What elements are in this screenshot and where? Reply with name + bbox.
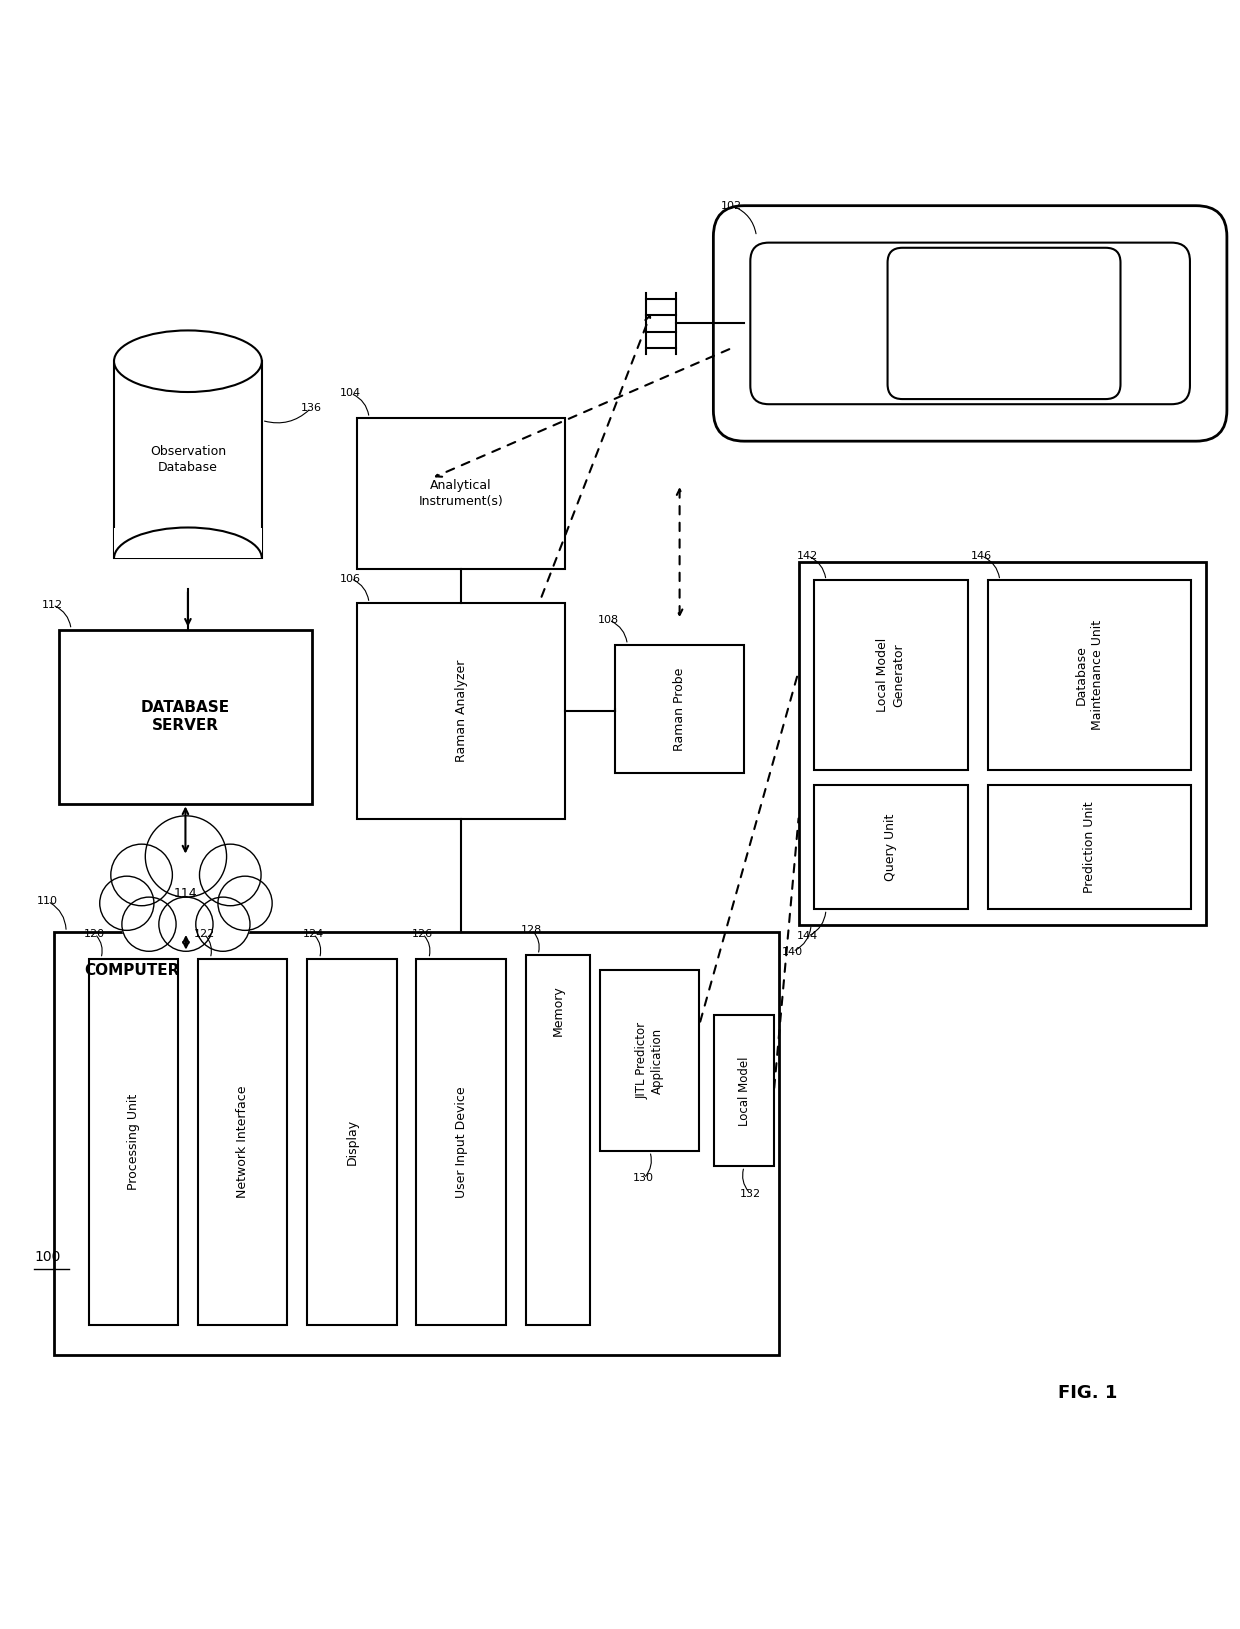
Bar [799,562,1207,925]
Text: 128: 128 [521,925,542,935]
Circle shape [99,876,154,930]
Bar [813,580,967,769]
Text: Analytical
Instrument(s): Analytical Instrument(s) [419,479,503,508]
Text: Raman Probe: Raman Probe [673,668,686,751]
FancyBboxPatch shape [888,248,1121,399]
Bar [88,958,179,1326]
Text: Local Model
Generator: Local Model Generator [877,639,905,712]
Circle shape [200,844,262,906]
Bar [714,1015,774,1166]
Bar [813,785,967,909]
Circle shape [218,876,272,930]
Text: Database
Maintenance Unit: Database Maintenance Unit [1075,621,1104,730]
Text: Prediction Unit: Prediction Unit [1083,801,1096,893]
Bar [526,955,590,1326]
Text: COMPUTER: COMPUTER [84,963,180,977]
Text: 102: 102 [722,200,743,210]
Circle shape [159,898,213,951]
Text: 136: 136 [300,402,321,414]
Text: 144: 144 [797,932,818,942]
Text: User Input Device: User Input Device [455,1087,467,1197]
Text: 106: 106 [340,573,361,583]
Ellipse shape [114,331,262,393]
Text: Network Interface: Network Interface [236,1085,249,1199]
Bar [987,580,1192,769]
Text: Processing Unit: Processing Unit [126,1093,140,1191]
Text: 120: 120 [84,929,105,938]
Text: 146: 146 [971,551,992,560]
Text: Memory: Memory [552,986,564,1036]
Text: DATABASE
SERVER: DATABASE SERVER [141,700,229,733]
Text: 132: 132 [740,1189,761,1199]
Text: 114: 114 [174,886,197,899]
Text: 100: 100 [33,1249,61,1264]
Text: Observation
Database: Observation Database [150,445,226,474]
Text: 122: 122 [193,929,215,938]
Text: 130: 130 [634,1173,655,1183]
Circle shape [145,816,227,898]
FancyBboxPatch shape [750,243,1190,404]
Circle shape [196,898,250,951]
Text: Raman Analyzer: Raman Analyzer [455,660,467,762]
Text: 112: 112 [42,599,63,609]
Bar [987,785,1192,909]
Bar [114,362,262,559]
Bar [114,528,262,559]
Bar [615,645,744,774]
Bar [417,958,506,1326]
Bar [600,969,699,1152]
Text: 124: 124 [303,929,324,938]
Text: JITL Predictor
Application: JITL Predictor Application [635,1021,665,1100]
Text: Display: Display [345,1119,358,1165]
Text: 110: 110 [37,896,58,906]
Text: Query Unit: Query Unit [884,813,898,881]
Bar [357,419,565,569]
Bar [357,603,565,819]
Bar [53,932,779,1355]
Bar [58,630,312,803]
Text: 126: 126 [412,929,433,938]
FancyBboxPatch shape [713,205,1226,441]
Text: 142: 142 [797,551,818,560]
Circle shape [110,844,172,906]
Text: 108: 108 [599,616,620,626]
Text: FIG. 1: FIG. 1 [1059,1385,1117,1403]
Bar [308,958,397,1326]
Text: 140: 140 [782,946,804,956]
Bar [198,958,288,1326]
Circle shape [122,898,176,951]
Text: 104: 104 [340,388,361,399]
Text: Local Model: Local Model [738,1056,750,1126]
